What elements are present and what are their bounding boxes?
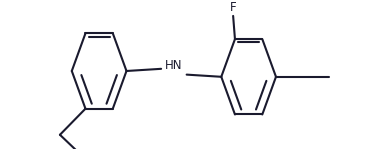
Text: HN: HN bbox=[165, 59, 183, 72]
Text: F: F bbox=[230, 2, 236, 14]
